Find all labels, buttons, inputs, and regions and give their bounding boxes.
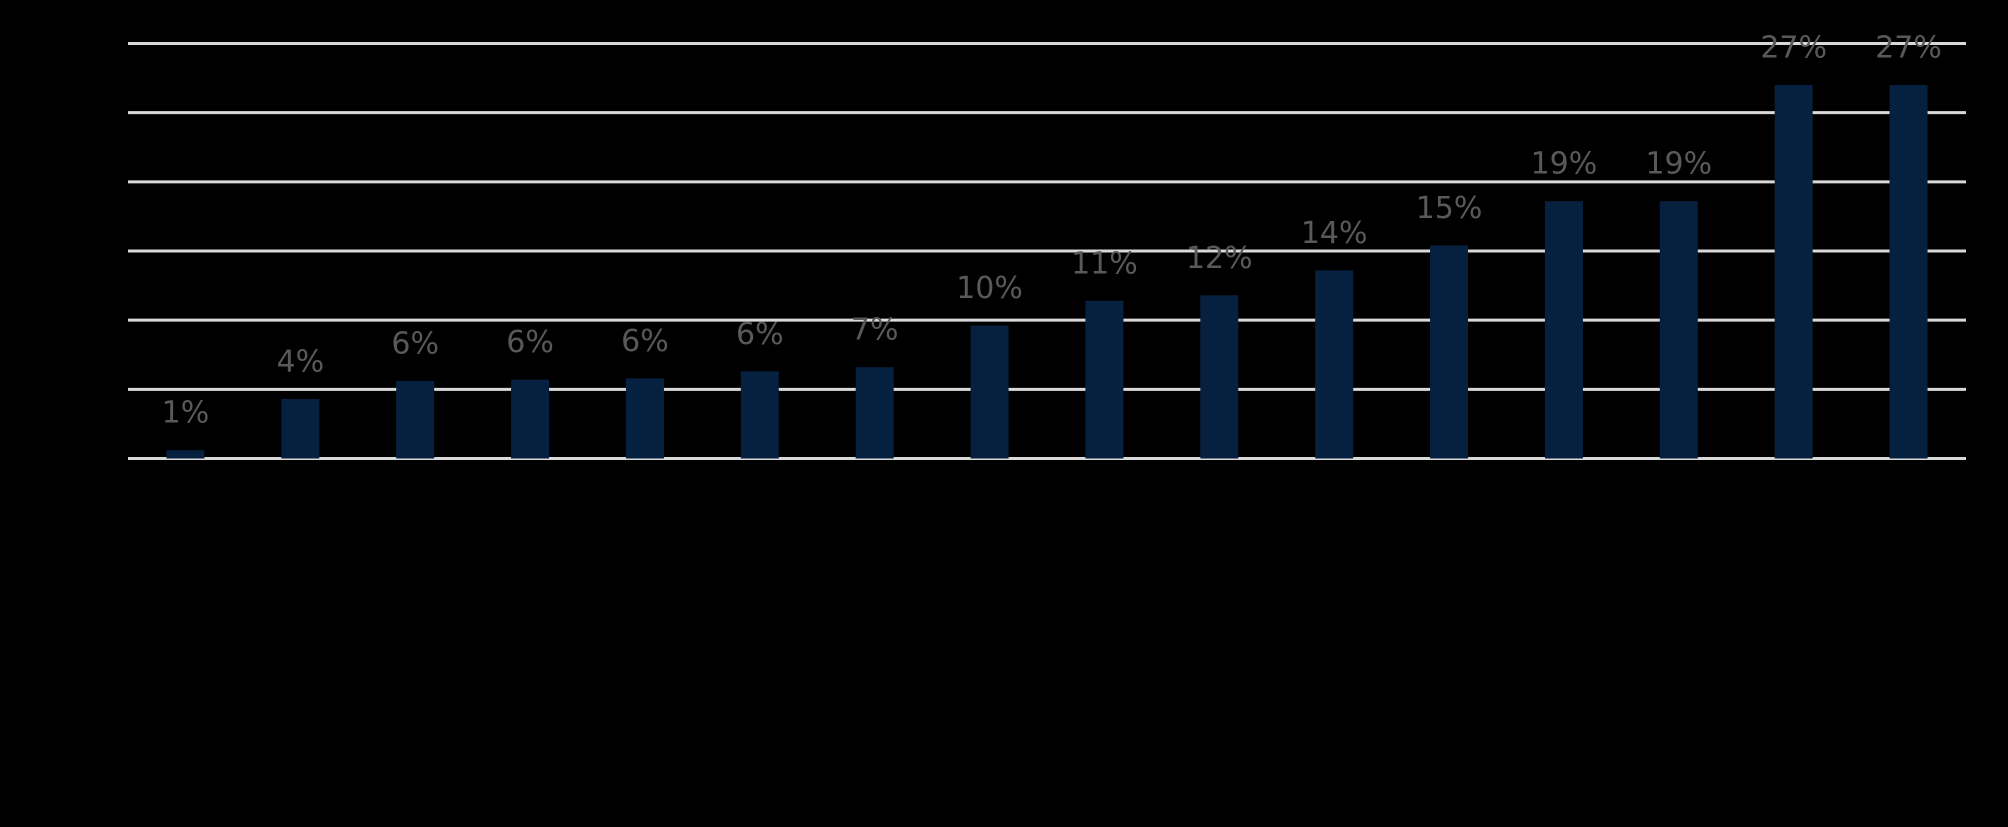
data-label: 14% (1301, 216, 1368, 251)
data-label: 11% (1071, 246, 1138, 281)
bar (1659, 201, 1698, 459)
bar (740, 371, 779, 459)
data-label: 4% (277, 345, 325, 380)
data-label: 6% (506, 325, 554, 360)
bar (1774, 85, 1813, 459)
data-label: 6% (621, 324, 669, 359)
bar (625, 378, 664, 459)
bar (166, 450, 205, 459)
bar (396, 381, 435, 459)
data-label: 6% (736, 317, 784, 352)
bar (1430, 245, 1469, 459)
bar (1200, 295, 1239, 459)
data-label: 27% (1760, 31, 1827, 66)
data-label: 10% (956, 271, 1023, 306)
bar (1544, 201, 1583, 459)
data-label: 19% (1531, 147, 1598, 182)
bar (1085, 300, 1124, 459)
data-label: 15% (1416, 191, 1483, 226)
data-label: 27% (1875, 31, 1942, 66)
data-label: 12% (1186, 241, 1253, 276)
bar (511, 379, 550, 459)
data-label: 1% (162, 396, 210, 431)
data-label: 19% (1645, 147, 1712, 182)
bar (1889, 85, 1928, 459)
data-label: 6% (391, 327, 439, 362)
bar (855, 367, 894, 459)
bar (970, 325, 1009, 459)
bar (281, 399, 320, 459)
data-label: 7% (851, 313, 899, 348)
bar (1315, 270, 1354, 459)
